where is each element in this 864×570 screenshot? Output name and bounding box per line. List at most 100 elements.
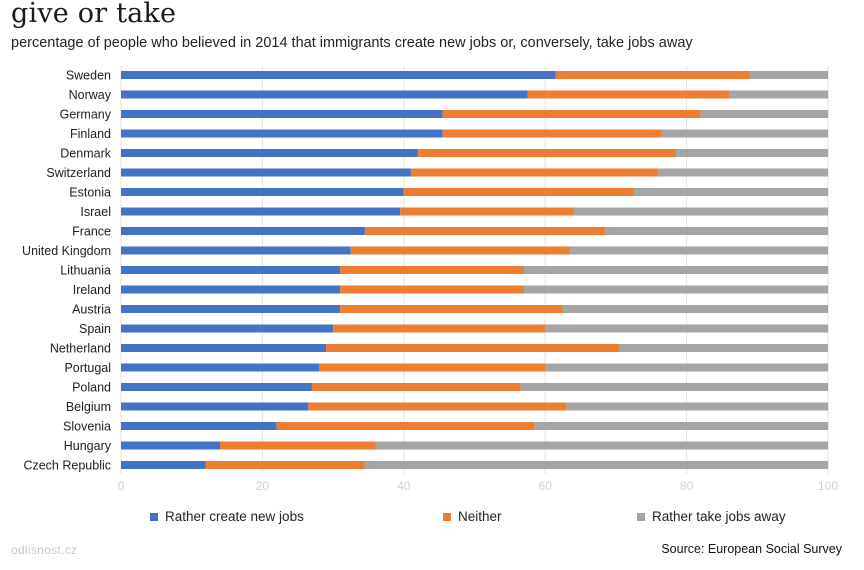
legend-item-neither: Neither xyxy=(443,509,502,524)
category-labels: Sweden Norway Germany Finland Denmark Switzer… xyxy=(22,69,112,473)
x-tick-label: 100 xyxy=(818,479,838,493)
bar-segment xyxy=(527,90,730,99)
bar-segment xyxy=(121,305,341,313)
category-label: Denmark xyxy=(60,147,111,161)
bar-segment xyxy=(410,168,659,177)
bar-segment xyxy=(121,344,327,352)
bar-segment xyxy=(523,285,828,294)
bar-segment xyxy=(534,422,828,430)
bar-segment xyxy=(700,110,828,118)
category-label: Estonia xyxy=(69,186,111,200)
bar-segment xyxy=(566,402,828,411)
bar-segment xyxy=(520,383,828,391)
bar-segment xyxy=(545,324,828,333)
x-tick-label: 60 xyxy=(539,479,553,493)
bar-segment xyxy=(340,305,563,313)
category-label: Austria xyxy=(72,303,111,317)
bar-segment xyxy=(121,168,411,177)
bar-segment xyxy=(562,305,828,313)
bar-segment xyxy=(555,71,751,79)
bar-segment xyxy=(350,246,570,255)
x-tick-label: 20 xyxy=(256,479,270,493)
bar-segment xyxy=(205,461,365,469)
category-label: United Kingdom xyxy=(22,244,111,258)
category-label: Norway xyxy=(69,88,112,102)
category-label: Portugal xyxy=(64,361,111,375)
bar-segment xyxy=(121,324,334,333)
legend-swatch-take xyxy=(637,512,645,521)
watermark: odlisnost.cz xyxy=(11,543,78,557)
bar-segment xyxy=(276,422,535,430)
category-label: France xyxy=(72,225,111,239)
bar-segment xyxy=(675,149,828,157)
legend-swatch-create xyxy=(150,512,158,521)
category-label: Czech Republic xyxy=(23,459,111,473)
bar-segment xyxy=(121,363,319,372)
bar-segment xyxy=(121,129,443,138)
bar-segment xyxy=(658,168,828,177)
category-label: Germany xyxy=(60,108,112,122)
category-label: Netherland xyxy=(50,342,111,356)
bar-segment xyxy=(605,227,828,235)
legend-label-neither: Neither xyxy=(458,509,502,524)
category-label: Lithuania xyxy=(60,264,111,278)
bar-segment xyxy=(121,383,312,391)
legend-label-create: Rather create new jobs xyxy=(165,509,304,524)
category-label: Israel xyxy=(80,205,111,219)
bar-segment xyxy=(633,188,828,196)
bar-segment xyxy=(364,227,606,235)
bar-segment xyxy=(121,188,404,196)
category-label: Finland xyxy=(70,127,111,141)
chart-subtitle: percentage of people who believed in 201… xyxy=(11,35,693,51)
legend-item-take: Rather take jobs away xyxy=(637,509,786,524)
category-label: Sweden xyxy=(66,69,111,83)
bar-segment xyxy=(661,129,828,138)
category-label: Spain xyxy=(79,322,111,336)
chart-title: give or take xyxy=(11,0,177,29)
bar-segment xyxy=(442,129,662,138)
bar-segment xyxy=(121,266,341,274)
category-label: Slovenia xyxy=(63,420,111,434)
bar-segment xyxy=(121,246,351,255)
bar-segment xyxy=(364,461,828,469)
category-label: Poland xyxy=(72,381,111,395)
bar-segment xyxy=(121,402,309,411)
bar-segment xyxy=(121,461,206,469)
bar-segment xyxy=(523,266,828,274)
x-axis-ticks: 0 20 40 60 80 100 xyxy=(118,479,839,493)
x-tick-label: 0 xyxy=(118,479,125,493)
bar-segment xyxy=(121,71,556,79)
bar-segment xyxy=(121,149,418,157)
bar-segment xyxy=(311,383,521,391)
bar-segment xyxy=(340,285,524,294)
bar-segment xyxy=(619,344,828,352)
bar-segment xyxy=(340,266,524,274)
category-label: Ireland xyxy=(73,283,111,297)
legend-swatch-neither xyxy=(443,512,451,521)
category-label: Belgium xyxy=(66,400,111,414)
category-label: Hungary xyxy=(64,439,112,453)
legend-label-take: Rather take jobs away xyxy=(652,509,786,524)
bar-segment xyxy=(121,207,401,216)
bar-segment xyxy=(545,363,828,372)
x-tick-label: 40 xyxy=(397,479,411,493)
bar-segment xyxy=(573,207,828,216)
bar-segment xyxy=(729,90,828,99)
source-note: Source: European Social Survey xyxy=(661,542,842,556)
legend-item-create: Rather create new jobs xyxy=(150,509,304,524)
bar-segment xyxy=(121,441,220,450)
bar-segment xyxy=(121,90,528,99)
bar-segment xyxy=(121,285,341,294)
bar-segment xyxy=(417,149,676,157)
bar-segment xyxy=(121,110,443,118)
category-label: Switzerland xyxy=(46,166,111,180)
bars xyxy=(121,71,828,469)
bar-segment xyxy=(403,188,634,196)
bar-segment xyxy=(121,227,365,235)
bar-segment xyxy=(400,207,574,216)
bar-segment xyxy=(333,324,546,333)
bar-segment xyxy=(442,110,701,118)
stacked-bar-chart: Sweden Norway Germany Finland Denmark Switzer… xyxy=(22,66,839,493)
bar-segment xyxy=(318,363,546,372)
x-tick-label: 80 xyxy=(680,479,694,493)
